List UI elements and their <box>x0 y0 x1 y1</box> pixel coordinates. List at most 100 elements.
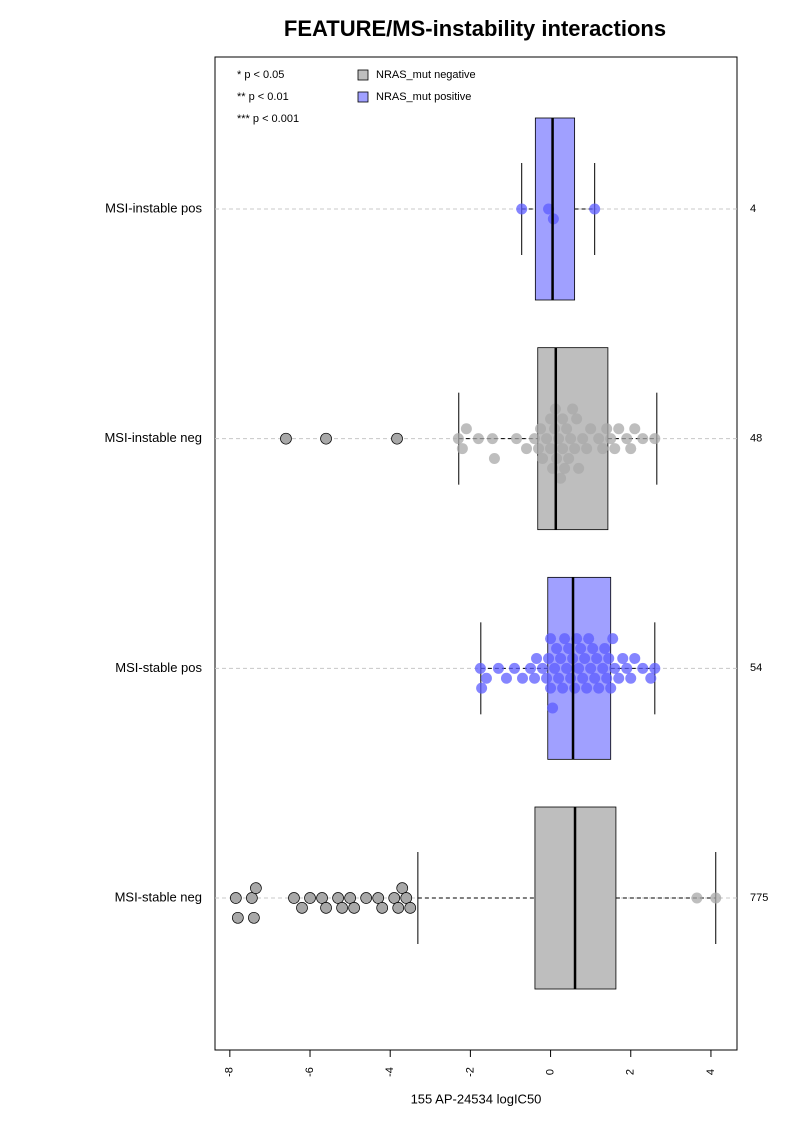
count-label: 48 <box>750 433 762 445</box>
point <box>583 633 595 645</box>
outlier <box>304 892 316 904</box>
point <box>575 643 587 655</box>
point <box>599 643 611 655</box>
count-label: 54 <box>750 662 762 674</box>
point <box>581 682 593 694</box>
point <box>605 682 617 694</box>
point <box>480 672 492 684</box>
point <box>649 433 661 445</box>
x-axis-label: 155 AP-24534 logIC50 <box>411 1091 542 1106</box>
point <box>597 443 609 455</box>
point <box>533 443 545 455</box>
x-tick-label: -4 <box>384 1067 396 1077</box>
outlier <box>391 432 403 445</box>
point <box>629 423 641 435</box>
point <box>460 423 472 435</box>
category-label: MSI-instable pos <box>105 200 202 215</box>
point <box>621 433 633 445</box>
point <box>571 413 583 425</box>
legend-swatch <box>357 91 369 103</box>
outlier <box>396 882 409 894</box>
point <box>565 433 577 445</box>
point <box>605 433 617 445</box>
legend-label: NRAS_mut positive <box>376 91 471 103</box>
outlier <box>400 892 413 904</box>
point <box>567 403 579 415</box>
point <box>545 682 557 694</box>
point <box>593 682 605 694</box>
point <box>585 662 597 674</box>
point <box>531 652 543 664</box>
outlier <box>250 882 262 894</box>
point <box>617 652 629 664</box>
point <box>649 662 661 674</box>
point <box>597 662 609 674</box>
point <box>561 423 573 435</box>
point <box>541 433 553 445</box>
category-label: MSI-stable neg <box>115 889 202 904</box>
point <box>545 413 557 425</box>
point <box>609 662 621 674</box>
outlier <box>372 892 385 904</box>
legend-note: *** p < 0.001 <box>237 113 299 125</box>
outlier <box>404 902 417 914</box>
outlier <box>320 432 332 445</box>
point <box>573 662 585 674</box>
x-tick-label: 4 <box>705 1069 717 1075</box>
x-tick-label: -6 <box>304 1067 316 1077</box>
point <box>625 672 637 684</box>
point <box>529 672 541 684</box>
outlier <box>280 432 292 445</box>
point <box>456 443 468 455</box>
point <box>621 662 633 674</box>
point <box>516 203 528 215</box>
point <box>517 672 529 684</box>
point <box>710 892 722 904</box>
point <box>545 633 557 645</box>
point <box>561 662 573 674</box>
point <box>510 433 522 445</box>
point <box>474 662 486 674</box>
point <box>645 672 657 684</box>
point <box>589 672 601 684</box>
point <box>579 652 591 664</box>
legend-note: ** p < 0.01 <box>237 91 289 103</box>
point <box>555 652 567 664</box>
point <box>492 662 504 674</box>
outlier <box>348 902 360 914</box>
point <box>486 433 498 445</box>
point <box>559 633 571 645</box>
point <box>549 662 561 674</box>
point <box>637 662 649 674</box>
category-label: MSI-stable pos <box>115 660 202 675</box>
point <box>547 702 559 714</box>
point <box>500 672 512 684</box>
point <box>625 443 637 455</box>
point <box>577 672 589 684</box>
outlier <box>248 911 260 924</box>
point <box>691 892 703 904</box>
chart-title: FEATURE/MS-instability interactions <box>284 16 666 41</box>
point <box>581 443 593 455</box>
outlier <box>320 902 332 914</box>
point <box>563 643 575 655</box>
point <box>557 413 569 425</box>
point <box>601 423 613 435</box>
point <box>535 423 547 435</box>
point <box>476 682 488 694</box>
point <box>601 672 613 684</box>
point <box>577 433 589 445</box>
point <box>525 662 537 674</box>
outlier <box>392 902 405 914</box>
point <box>569 682 581 694</box>
point <box>537 452 549 464</box>
x-tick-label: -2 <box>464 1067 476 1077</box>
point <box>452 433 464 445</box>
point <box>585 423 597 435</box>
point <box>587 643 599 655</box>
point <box>613 672 625 684</box>
point <box>551 643 563 655</box>
point <box>472 433 484 445</box>
x-tick-label: -8 <box>224 1067 236 1077</box>
